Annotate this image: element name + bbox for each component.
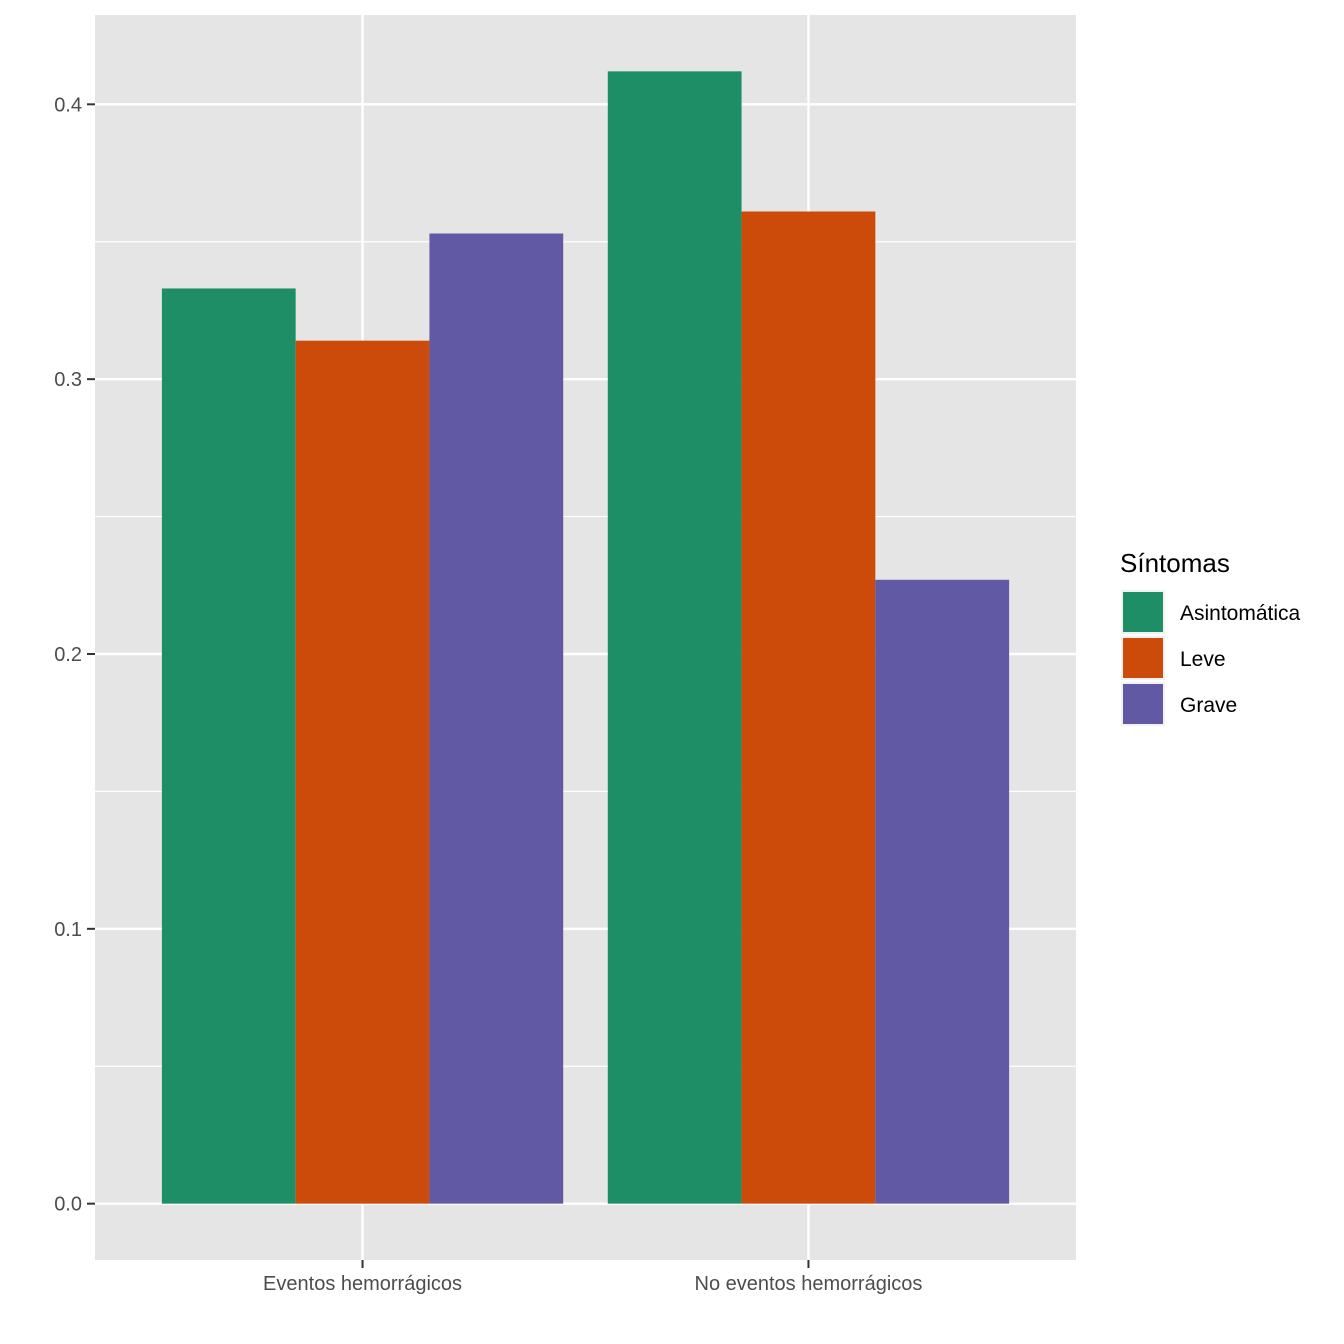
legend-label: Grave [1180,694,1237,717]
y-axis: 0.0 0.1 0.2 0.3 0.4 [54,94,95,1216]
bar [607,71,742,1204]
y-tick-label: 0.3 [54,369,82,391]
bar [295,340,430,1204]
x-tick-label: Eventos hemorrágicos [263,1273,462,1295]
y-tick-label: 0.4 [54,94,82,116]
legend-title: Síntomas [1120,548,1230,578]
bar [741,211,876,1204]
legend-label: Asintomática [1180,602,1301,625]
legend: Síntomas Asintomática Leve Grave [1120,548,1301,726]
legend-swatch [1123,592,1163,632]
bars [161,71,1010,1204]
legend-swatch [1123,684,1163,724]
bar [161,288,296,1204]
y-tick-label: 0.1 [54,919,82,941]
legend-swatch [1123,638,1163,678]
x-axis: Eventos hemorrágicos No eventos hemorrági… [263,1260,922,1295]
legend-label: Leve [1180,648,1226,671]
y-tick-label: 0.2 [54,644,82,666]
y-tick-label: 0.0 [54,1194,82,1216]
bar [429,233,564,1204]
bar [875,579,1010,1204]
x-tick-label: No eventos hemorrágicos [695,1273,923,1295]
